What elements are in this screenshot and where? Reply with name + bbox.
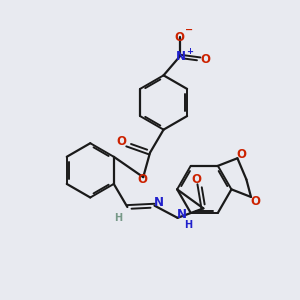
- Text: O: O: [138, 173, 148, 186]
- Text: N: N: [176, 50, 186, 63]
- Text: O: O: [116, 135, 126, 148]
- Text: O: O: [175, 31, 185, 44]
- Text: −: −: [184, 25, 193, 35]
- Text: O: O: [191, 172, 201, 185]
- Text: N: N: [154, 196, 164, 209]
- Text: N: N: [177, 208, 187, 221]
- Text: H: H: [184, 220, 192, 230]
- Text: O: O: [236, 148, 247, 161]
- Text: +: +: [186, 47, 193, 56]
- Text: H: H: [114, 213, 122, 224]
- Text: O: O: [250, 194, 260, 208]
- Text: O: O: [200, 52, 210, 66]
